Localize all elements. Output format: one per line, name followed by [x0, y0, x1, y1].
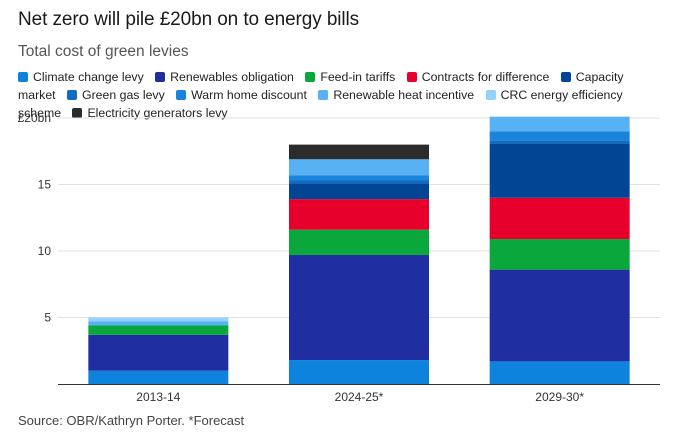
bar-segment-climate-change-levy [489, 361, 630, 384]
chart-title: Net zero will pile £20bn on to energy bi… [18, 9, 360, 30]
legend-item-renewable-heat-incentive: Renewable heat incentive [318, 88, 474, 102]
legend-swatch [176, 90, 187, 100]
chart-subtitle: Total cost of green levies [18, 43, 189, 60]
legend-label: Climate change levy [33, 70, 144, 84]
legend-label: Capacity market [18, 70, 624, 102]
legend-label: Contracts for difference [421, 70, 550, 84]
bar-segment-feed-in-tariffs [88, 325, 229, 335]
y-tick-label: £20bn [18, 111, 51, 125]
legend-item-climate-change-levy: Climate change levy [18, 70, 144, 84]
legend-label: Green gas levy [82, 88, 165, 102]
legend-swatch [72, 108, 83, 118]
chart-legend: Climate change levy Renewables obligatio… [18, 68, 670, 122]
legend-item-crc-energy-efficiency-scheme: CRC energy efficiency scheme [18, 88, 623, 120]
bar-segment-feed-in-tariffs [489, 239, 630, 270]
legend-item-electricity-generators-levy: Electricity generators levy [72, 106, 228, 120]
legend-swatch [485, 90, 496, 100]
bar-segment-warm-home-discount [489, 131, 630, 141]
legend-label: CRC energy efficiency scheme [18, 88, 623, 120]
bar-segment-climate-change-levy [289, 360, 429, 384]
chart-source: Source: OBR/Kathryn Porter. *Forecast [18, 413, 245, 428]
bar-segment-renewables-obligation [289, 254, 429, 361]
bar-segment-warm-home-discount [289, 175, 429, 181]
legend-item-warm-home-discount: Warm home discount [176, 88, 307, 102]
legend-swatch [318, 90, 329, 100]
legend-item-contracts-for-difference: Contracts for difference [406, 70, 550, 84]
bar-segment-renewables-obligation [88, 334, 229, 371]
bar-segment-renewable-heat-incentive [489, 116, 630, 132]
bar-segment-renewables-obligation [489, 269, 630, 362]
bar-segment-contracts-for-difference [289, 199, 429, 230]
bar-segment-electricity-generators-levy [289, 144, 429, 160]
legend-swatch [18, 72, 28, 82]
y-tick-label: 5 [44, 311, 51, 325]
y-tick-label: 10 [38, 244, 52, 258]
legend-label: Renewables obligation [170, 70, 294, 84]
legend-label: Electricity generators levy [87, 106, 228, 120]
bar-segment-crc-energy-efficiency-scheme [88, 317, 229, 322]
legend-label: Renewable heat incentive [333, 88, 475, 102]
legend-swatch [155, 72, 166, 82]
legend-label: Feed-in tariffs [320, 70, 396, 84]
legend-swatch [560, 72, 571, 82]
legend-item-feed-in-tariffs: Feed-in tariffs [305, 70, 395, 84]
legend-item-renewables-obligation: Renewables obligation [155, 70, 294, 84]
y-tick-label: 15 [38, 178, 52, 192]
bar-segment-renewable-heat-incentive [289, 159, 429, 176]
x-tick-label: 2013-14 [136, 390, 180, 404]
bar-segment-contracts-for-difference [489, 197, 630, 240]
bar-segment-feed-in-tariffs [289, 229, 429, 255]
legend-item-capacity-market: Capacity market [18, 70, 624, 102]
bar-segment-climate-change-levy [88, 370, 229, 384]
legend-item-green-gas-levy: Green gas levy [67, 88, 165, 102]
bar-segment-renewable-heat-incentive [88, 321, 229, 326]
bar-segment-green-gas-levy [489, 140, 630, 144]
bar-segment-green-gas-levy [289, 180, 429, 184]
x-tick-label: 2024-25* [335, 390, 384, 404]
legend-swatch [67, 90, 78, 100]
bar-segment-capacity-market [489, 143, 630, 198]
legend-label: Warm home discount [191, 88, 307, 102]
legend-swatch [406, 72, 417, 82]
x-tick-label: 2029-30* [535, 390, 584, 404]
legend-swatch [305, 72, 316, 82]
bar-segment-capacity-market [289, 183, 429, 200]
